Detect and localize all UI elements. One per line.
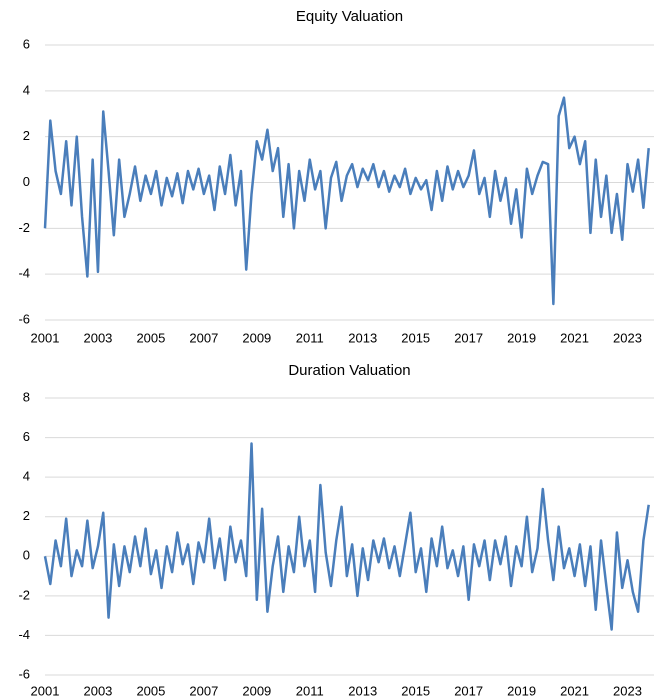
y-tick-label: 6 <box>23 36 30 51</box>
x-tick-label: 2005 <box>136 330 165 345</box>
x-tick-label: 2013 <box>348 330 377 345</box>
x-tick-label: 2021 <box>560 330 589 345</box>
y-tick-label: -4 <box>18 266 30 281</box>
data-line <box>43 442 650 631</box>
x-tick-label: 2009 <box>242 683 271 698</box>
x-tick-label: 2013 <box>348 683 377 698</box>
y-tick-label: 4 <box>23 82 30 97</box>
y-tick-label: -2 <box>18 220 30 235</box>
data-line <box>43 96 650 306</box>
y-tick-label: 2 <box>23 128 30 143</box>
y-tick-label: 8 <box>23 389 30 404</box>
y-tick-label: 4 <box>23 469 30 484</box>
x-tick-label: 2001 <box>31 330 60 345</box>
x-tick-label: 2011 <box>296 683 324 698</box>
x-tick-label: 2001 <box>31 683 60 698</box>
x-tick-label: 2011 <box>296 330 324 345</box>
chart-title: Duration Valuation <box>288 362 410 379</box>
x-tick-label: 2005 <box>136 683 165 698</box>
y-tick-label: -6 <box>18 666 30 681</box>
x-tick-label: 2021 <box>560 683 589 698</box>
y-tick-label: -6 <box>18 311 30 326</box>
x-tick-label: 2007 <box>189 683 218 698</box>
x-tick-label: 2019 <box>507 683 536 698</box>
y-tick-label: 0 <box>23 548 30 563</box>
y-tick-label: 0 <box>23 174 30 189</box>
y-tick-label: 6 <box>23 429 30 444</box>
x-tick-label: 2017 <box>454 683 483 698</box>
x-tick-label: 2015 <box>401 683 430 698</box>
x-tick-label: 2023 <box>613 330 642 345</box>
y-tick-label: -2 <box>18 587 30 602</box>
x-tick-label: 2015 <box>401 330 430 345</box>
x-tick-label: 2007 <box>189 330 218 345</box>
x-tick-label: 2017 <box>454 330 483 345</box>
x-tick-label: 2003 <box>83 683 112 698</box>
x-tick-label: 2009 <box>242 330 271 345</box>
y-tick-label: -4 <box>18 627 30 642</box>
y-tick-label: 2 <box>23 508 30 523</box>
x-tick-label: 2003 <box>83 330 112 345</box>
x-tick-label: 2019 <box>507 330 536 345</box>
chart-title: Equity Valuation <box>296 8 403 25</box>
x-tick-label: 2023 <box>613 683 642 698</box>
